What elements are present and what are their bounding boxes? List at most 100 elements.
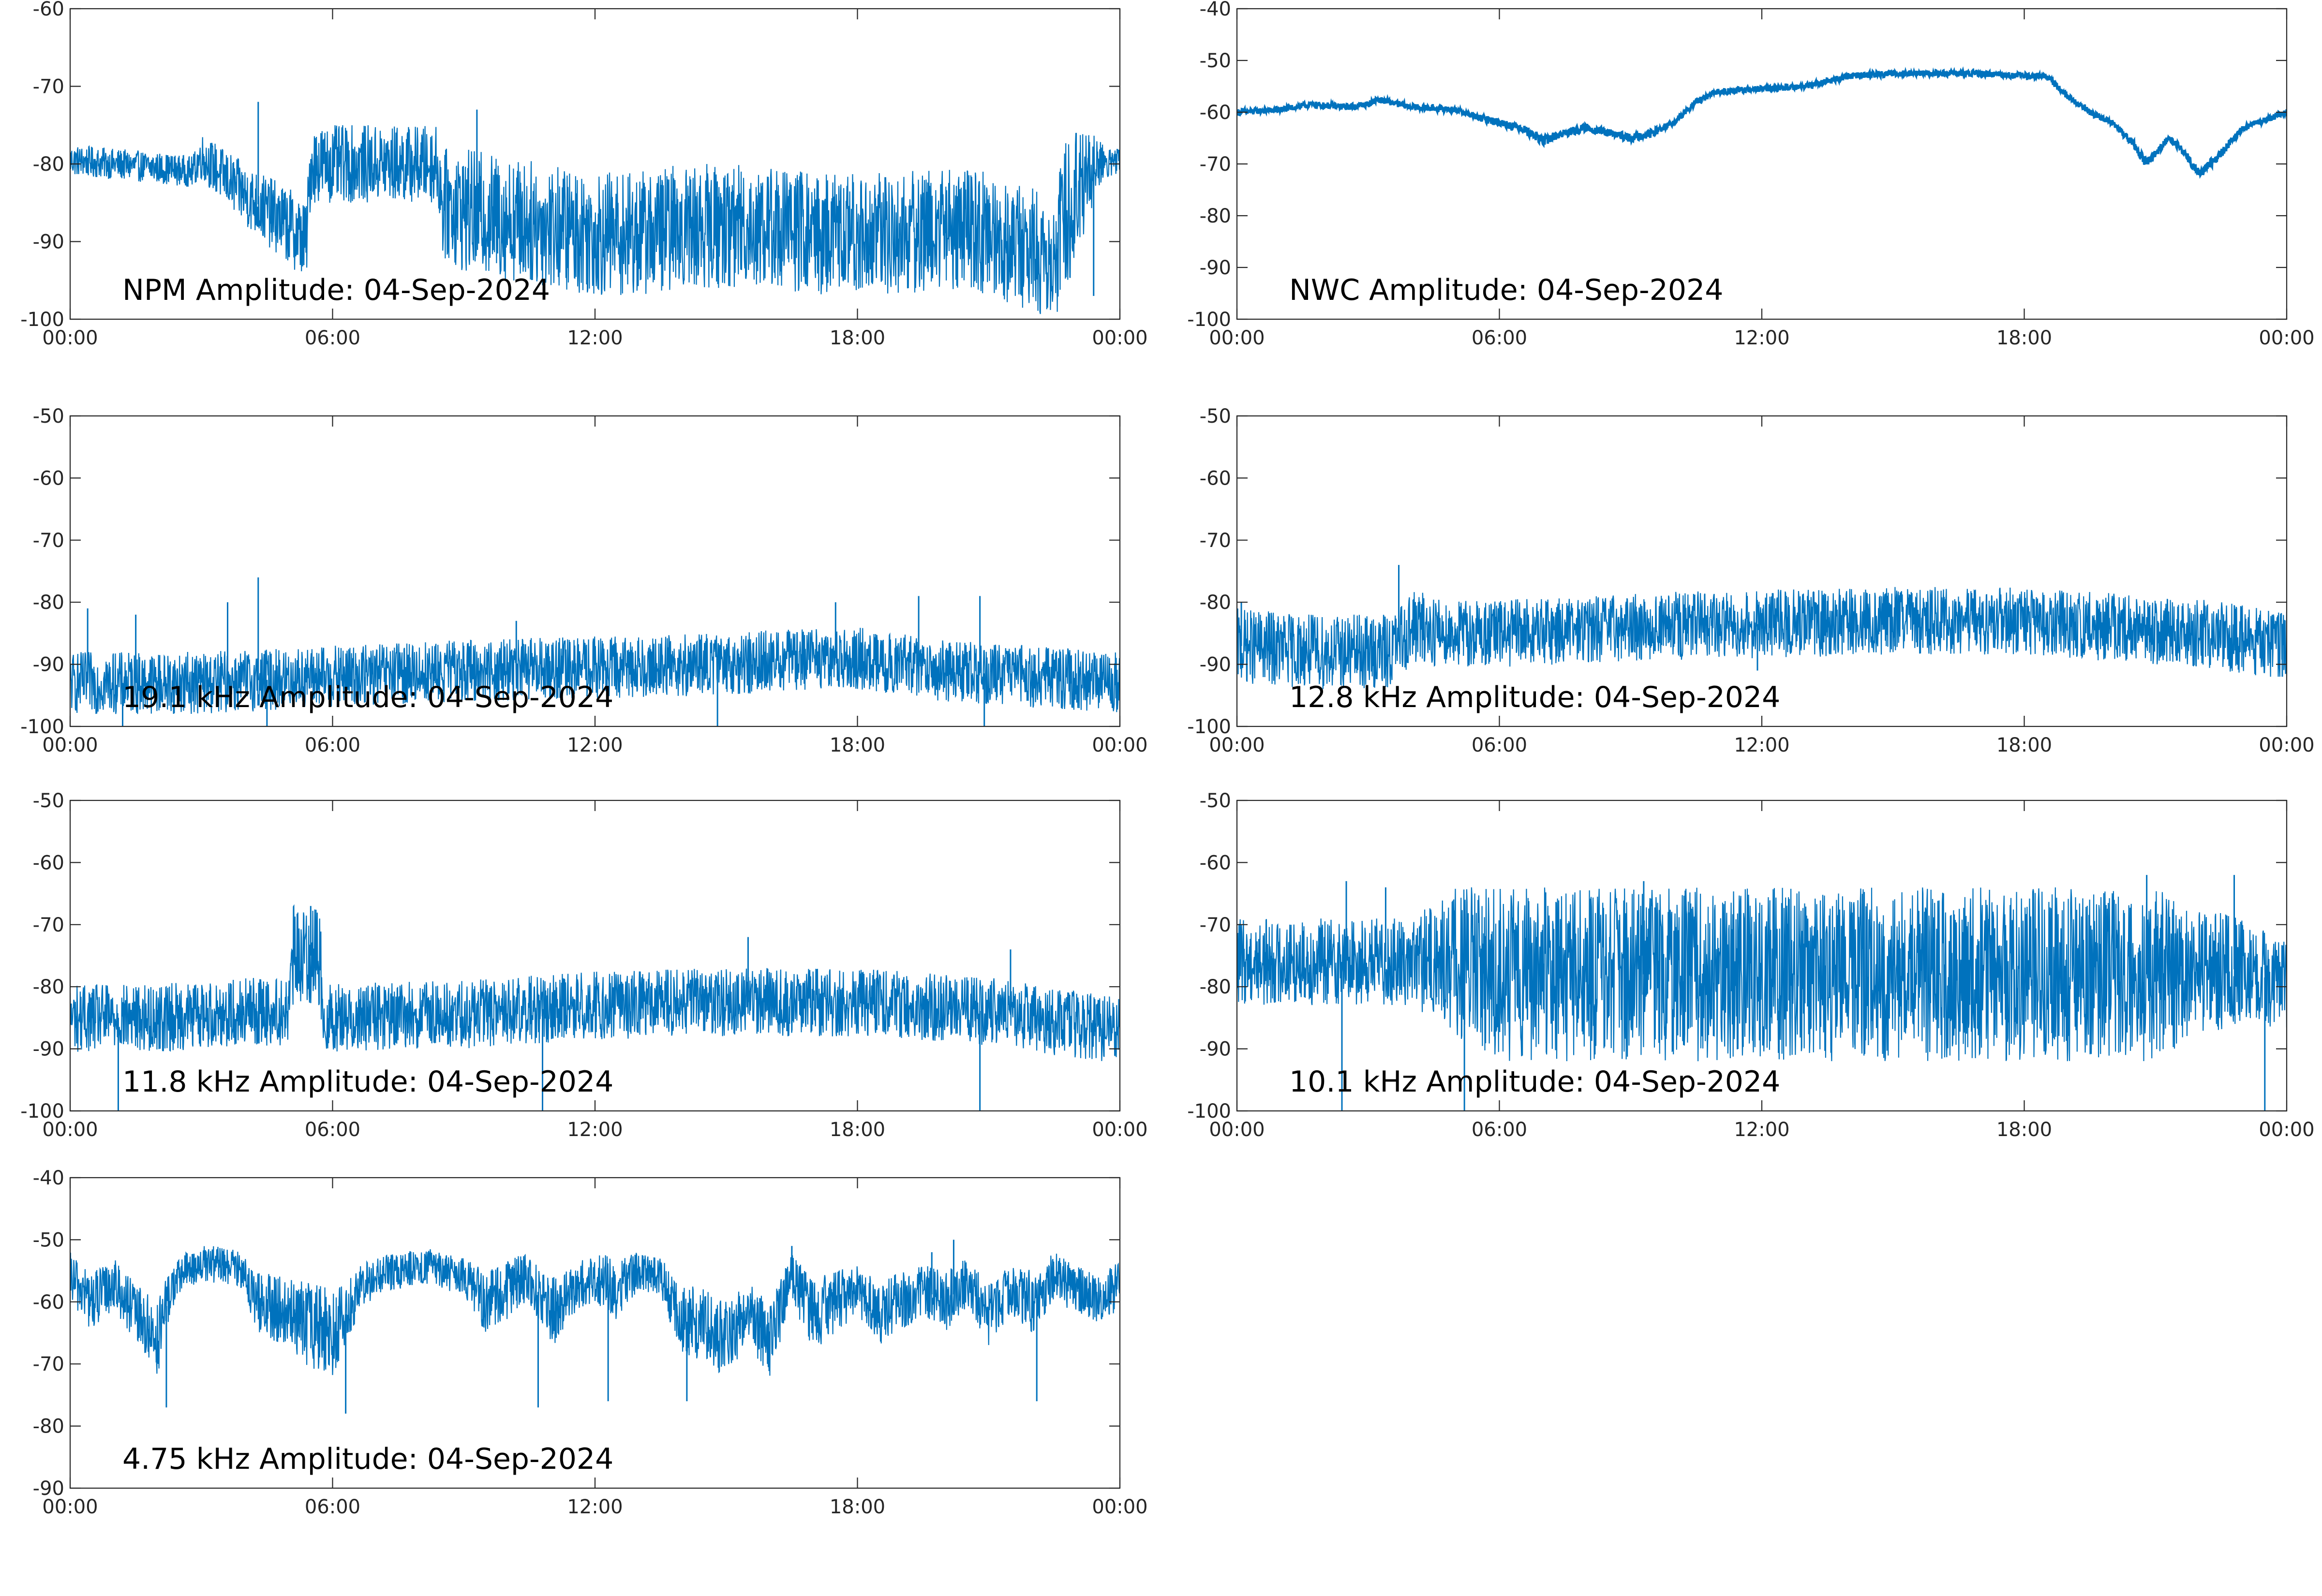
- x-tick-label: 00:00: [1209, 327, 1265, 349]
- y-tick-label: -70: [33, 76, 64, 98]
- y-tick-label: -100: [1187, 309, 1231, 331]
- x-tick-label: 06:00: [305, 1496, 360, 1518]
- y-tick-label: -60: [1200, 467, 1231, 489]
- x-tick-label: 00:00: [1092, 1119, 1147, 1141]
- y-tick-label: -60: [33, 852, 64, 874]
- axes-box: [69, 1177, 1121, 1489]
- x-tick-label: 00:00: [2259, 734, 2314, 756]
- y-tick-label: -40: [1200, 0, 1231, 20]
- panel-2: 00:00 06:00 12:00 18:00 00:00 -50 -60 -70 -80 -90…: [20, 405, 1147, 756]
- y-tick-label: -90: [33, 654, 64, 676]
- y-tick-label: -70: [1200, 914, 1231, 936]
- y-tick-label: -80: [33, 153, 64, 176]
- x-tick-label: 06:00: [1472, 734, 1527, 756]
- y-tick-label: -100: [20, 716, 64, 738]
- x-tick-label: 00:00: [1092, 1496, 1147, 1518]
- x-tick-label: 12:00: [1734, 734, 1789, 756]
- y-tick-label: -50: [33, 790, 64, 812]
- y-tick-label: -50: [1200, 405, 1231, 428]
- x-tick-label: 18:00: [830, 1496, 885, 1518]
- y-tick-label: -50: [33, 405, 64, 428]
- y-tick-label: -90: [1200, 654, 1231, 676]
- y-tick-label: -60: [33, 467, 64, 489]
- y-tick-label: -70: [33, 914, 64, 936]
- axes-box: [1236, 8, 2288, 320]
- y-tick-label: -70: [1200, 530, 1231, 552]
- y-tick-label: -100: [1187, 1100, 1231, 1123]
- y-tick-label: -80: [33, 591, 64, 614]
- x-tick-label: 18:00: [830, 327, 885, 349]
- y-tick-label: -60: [33, 1291, 64, 1314]
- x-tick-label: 00:00: [42, 734, 98, 756]
- panel-label: 10.1 kHz Amplitude: 04-Sep-2024: [1289, 1065, 1780, 1099]
- panel-1: 00:00 06:00 12:00 18:00 00:00 -40 -50 -60 -70 -80…: [1187, 0, 2314, 349]
- x-tick-label: 12:00: [567, 1119, 623, 1141]
- series-trace: [1237, 66, 2287, 179]
- y-tick-label: -60: [33, 0, 64, 20]
- x-tick-label: 06:00: [305, 1119, 360, 1141]
- x-tick-label: 00:00: [1092, 734, 1147, 756]
- series-trace: [1237, 587, 2287, 689]
- x-tick-label: 18:00: [830, 1119, 885, 1141]
- x-tick-label: 18:00: [1996, 734, 2052, 756]
- x-tick-label: 06:00: [1472, 1119, 1527, 1141]
- y-tick-label: -40: [33, 1167, 64, 1189]
- y-tick-label: -100: [1187, 716, 1231, 738]
- panel-3: 00:00 06:00 12:00 18:00 00:00 -50 -60 -70 -80 -90…: [1187, 405, 2314, 756]
- panel-label: 4.75 kHz Amplitude: 04-Sep-2024: [122, 1442, 613, 1476]
- x-tick-label: 00:00: [1209, 734, 1265, 756]
- y-tick-label: -80: [33, 1416, 64, 1438]
- series-trace: [70, 904, 1120, 1061]
- x-tick-label: 12:00: [567, 734, 623, 756]
- series-trace: [70, 125, 1120, 314]
- panel-label: 19.1 kHz Amplitude: 04-Sep-2024: [122, 680, 613, 714]
- x-tick-label: 06:00: [305, 734, 360, 756]
- y-tick-label: -60: [1200, 852, 1231, 874]
- y-tick-label: -50: [33, 1229, 64, 1251]
- panel-label: 11.8 kHz Amplitude: 04-Sep-2024: [122, 1065, 613, 1099]
- y-tick-label: -80: [33, 976, 64, 998]
- x-tick-label: 00:00: [1092, 327, 1147, 349]
- x-tick-label: 00:00: [42, 1496, 98, 1518]
- y-tick-label: -70: [33, 1353, 64, 1375]
- y-tick-label: -60: [1200, 102, 1231, 124]
- x-tick-label: 00:00: [42, 327, 98, 349]
- y-tick-label: -80: [1200, 591, 1231, 614]
- y-tick-label: -90: [33, 1478, 64, 1500]
- panel-label: NWC Amplitude: 04-Sep-2024: [1289, 273, 1723, 307]
- axes-box: [69, 799, 1121, 1112]
- x-tick-label: 18:00: [830, 734, 885, 756]
- y-tick-label: -70: [1200, 153, 1231, 176]
- panel-0: 00:00 06:00 12:00 18:00 00:00 -60 -70 -80 -90 -10…: [20, 0, 1147, 349]
- x-tick-label: 12:00: [567, 1496, 623, 1518]
- x-tick-label: 12:00: [1734, 327, 1789, 349]
- series-trace: [70, 1246, 1120, 1376]
- panel-label: 12.8 kHz Amplitude: 04-Sep-2024: [1289, 680, 1780, 714]
- x-tick-label: 00:00: [1209, 1119, 1265, 1141]
- x-tick-label: 06:00: [1472, 327, 1527, 349]
- panel-label: NPM Amplitude: 04-Sep-2024: [122, 273, 550, 307]
- y-tick-label: -80: [1200, 976, 1231, 998]
- y-tick-label: -100: [20, 1100, 64, 1123]
- panel-6: 00:00 06:00 12:00 18:00 00:00 -40 -50 -60 -70 -80…: [33, 1167, 1148, 1518]
- x-tick-label: 06:00: [305, 327, 360, 349]
- y-tick-label: -90: [33, 231, 64, 253]
- y-tick-label: -50: [1200, 50, 1231, 72]
- x-tick-label: 00:00: [42, 1119, 98, 1141]
- y-tick-label: -80: [1200, 205, 1231, 227]
- y-tick-label: -50: [1200, 790, 1231, 812]
- x-tick-label: 18:00: [1996, 327, 2052, 349]
- panel-5: 00:00 06:00 12:00 18:00 00:00 -50 -60 -70 -80 -90…: [1187, 790, 2314, 1141]
- x-tick-label: 12:00: [567, 327, 623, 349]
- x-tick-label: 18:00: [1996, 1119, 2052, 1141]
- x-tick-label: 00:00: [2259, 1119, 2314, 1141]
- axes-box: [1236, 415, 2288, 727]
- series-trace: [1237, 887, 2287, 1062]
- panel-4: 00:00 06:00 12:00 18:00 00:00 -50 -60 -70 -80 -90…: [20, 790, 1147, 1141]
- x-tick-label: 00:00: [2259, 327, 2314, 349]
- y-tick-label: -90: [1200, 257, 1231, 279]
- series-trace: [70, 628, 1120, 714]
- y-tick-label: -90: [1200, 1038, 1231, 1061]
- y-tick-label: -90: [33, 1038, 64, 1061]
